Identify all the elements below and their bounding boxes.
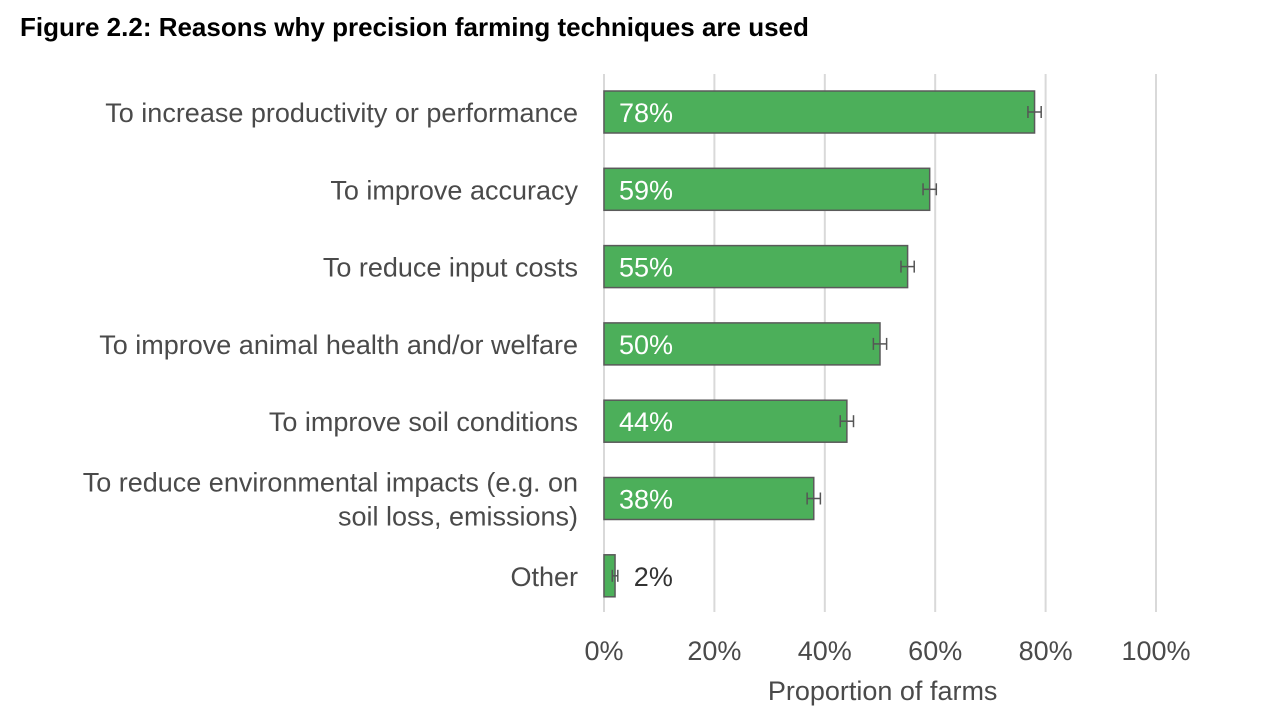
data-label: 2% [634,562,673,592]
data-label: 78% [619,98,673,128]
data-label: 38% [619,485,673,515]
error-bar [872,337,888,350]
x-axis-title: Proportion of farms [768,676,998,706]
data-label: 59% [619,175,673,205]
data-labels: 78% 59% 55% 50% 44% 38% 2% [619,98,673,592]
category-label: To increase productivity or performance [105,98,578,128]
bar [603,399,848,443]
category-labels: To increase productivity or performance T… [83,98,579,592]
data-label: 50% [619,330,673,360]
x-tick-label: 100% [1121,636,1190,666]
data-label: 55% [619,253,673,283]
error-bar [839,415,855,428]
error-bars [611,106,1042,582]
error-bar [806,492,822,505]
bar [603,476,815,521]
bar [603,244,909,289]
x-axis-ticks: 0% 20% 40% 60% 80% 100% [584,636,1190,666]
data-label: 44% [619,407,673,437]
error-bar [922,183,938,196]
category-label: To improve soil conditions [269,407,578,437]
category-label: To reduce input costs [323,253,578,283]
category-label: To reduce environmental impacts (e.g. on… [83,468,578,532]
x-tick-label: 60% [908,636,962,666]
category-label: Other [510,562,578,592]
bar [603,322,881,366]
x-tick-label: 80% [1019,636,1073,666]
category-label: To improve accuracy [330,175,578,205]
error-bar [611,569,619,582]
error-bar [900,260,915,273]
chart-title: Figure 2.2: Reasons why precision farmin… [20,12,809,42]
error-bar [1027,106,1042,118]
x-tick-label: 0% [584,636,623,666]
x-tick-label: 20% [687,636,741,666]
x-tick-label: 40% [798,636,852,666]
category-label: To improve animal health and/or welfare [99,330,578,360]
bar [603,167,931,212]
